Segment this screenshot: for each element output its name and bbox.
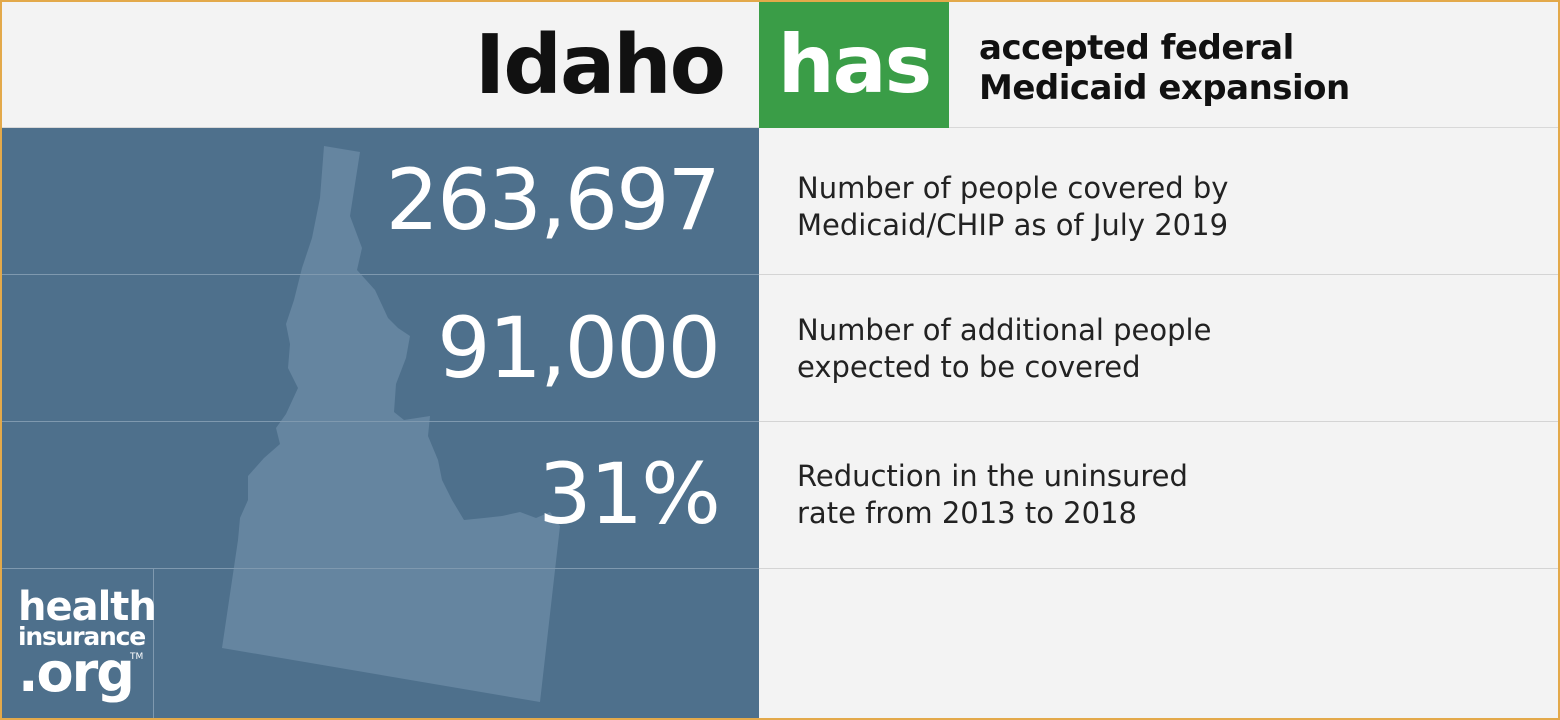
logo-health: health — [18, 584, 157, 630]
row-divider — [2, 568, 759, 569]
idaho-map-icon — [222, 146, 560, 702]
expansion-status-text: has — [777, 18, 933, 111]
row-divider — [759, 274, 1558, 275]
stat-value-uninsured-reduction: 31% — [538, 445, 721, 543]
row-divider — [2, 421, 759, 422]
logo-org: .org — [18, 641, 135, 704]
header-description: accepted federal Medicaid expansion — [979, 28, 1350, 108]
stat-label-uninsured-reduction: Reduction in the uninsured rate from 201… — [797, 458, 1297, 532]
stat-label-additional-covered: Number of additional people expected to … — [797, 312, 1297, 386]
header: Idaho has accepted federal Medicaid expa… — [2, 2, 1558, 128]
stat-label-line2: rate from 2013 to 2018 — [797, 496, 1137, 530]
stats-description-panel: Number of people covered by Medicaid/CHI… — [759, 128, 1558, 718]
stat-label-line1: Number of people covered by — [797, 171, 1229, 205]
stat-label-line2: Medicaid/CHIP as of July 2019 — [797, 208, 1229, 242]
row-divider — [2, 274, 759, 275]
stat-value-additional-covered: 91,000 — [437, 299, 721, 397]
state-name: Idaho — [474, 18, 726, 113]
header-description-line2: Medicaid expansion — [979, 68, 1350, 108]
stat-label-line1: Number of additional people — [797, 313, 1212, 347]
idaho-state-silhouette — [222, 146, 560, 702]
row-divider — [759, 421, 1558, 422]
logo-insurance: insurance — [18, 622, 146, 651]
expansion-status-badge: has — [759, 2, 949, 128]
stat-label-medicaid-enrollment: Number of people covered by Medicaid/CHI… — [797, 170, 1297, 244]
healthinsurance-org-logo: health insurance .org TM — [2, 568, 157, 718]
stat-label-line2: expected to be covered — [797, 350, 1141, 384]
header-description-line1: accepted federal — [979, 28, 1294, 68]
row-divider — [759, 568, 1558, 569]
stats-value-panel: 263,697 91,000 31% — [2, 128, 759, 718]
stat-value-medicaid-enrollment: 263,697 — [385, 151, 721, 249]
logo-trademark: TM — [130, 652, 144, 662]
stat-label-line1: Reduction in the uninsured — [797, 459, 1188, 493]
